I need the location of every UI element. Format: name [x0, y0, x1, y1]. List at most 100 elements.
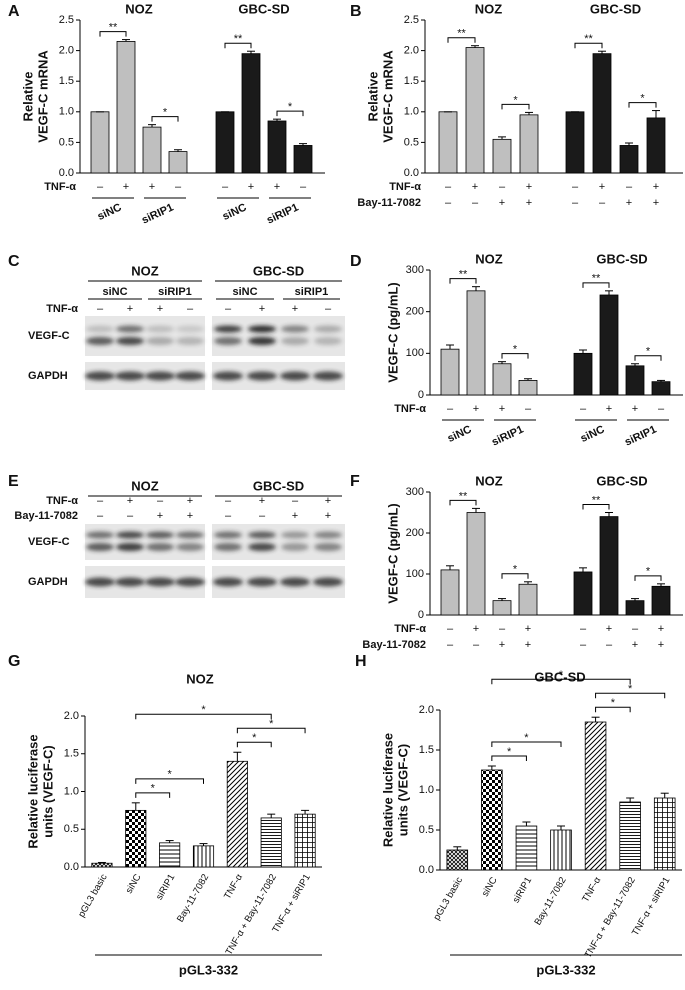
condition-sign: + — [157, 510, 163, 522]
band — [248, 543, 276, 551]
panel-label: H — [355, 653, 367, 670]
significance: ** — [459, 269, 468, 281]
y-tick-label: 2.0 — [64, 710, 79, 722]
significance: * — [513, 564, 518, 576]
significance: ** — [592, 273, 601, 285]
bar — [142, 126, 162, 174]
significance: * — [507, 746, 512, 758]
bar — [293, 145, 313, 174]
panel-label: B — [350, 3, 362, 20]
condition-sign: – — [525, 403, 532, 415]
bar — [116, 41, 136, 174]
condition-sign: – — [447, 623, 454, 635]
bar — [492, 138, 512, 174]
y-tick-label: 2.5 — [404, 14, 419, 26]
condition-label: Bay-11-7082 — [357, 197, 421, 209]
bar — [625, 365, 645, 396]
significance: * — [252, 732, 257, 744]
significance: ** — [234, 33, 243, 45]
condition-sign: – — [632, 623, 639, 635]
condition-sign: + — [526, 181, 532, 193]
bar — [518, 380, 538, 396]
bar — [465, 47, 485, 174]
band — [116, 543, 144, 551]
condition-sign: – — [626, 181, 633, 193]
y-axis-label: units (VEGF-C) — [40, 745, 55, 837]
y-tick-label: 100 — [406, 347, 424, 359]
significance-bracket — [582, 504, 610, 510]
band — [86, 531, 114, 539]
row-label: VEGF-C — [28, 330, 70, 342]
y-tick-label: 1.5 — [404, 75, 419, 87]
bar — [573, 352, 593, 396]
y-tick-label: 1.0 — [59, 106, 74, 118]
x-tick-label: Bay-11-7082 — [532, 875, 568, 927]
bar — [573, 571, 593, 616]
group-title: GBC-SD — [238, 1, 289, 16]
subgroup-label: siRIP1 — [140, 201, 176, 226]
condition-sign: – — [225, 510, 232, 522]
y-tick-label: 0.0 — [64, 861, 79, 873]
condition-sign: + — [599, 181, 605, 193]
y-axis-label: VEGF-C mRNA — [380, 50, 395, 143]
significance-bracket — [449, 278, 477, 284]
band — [145, 371, 175, 381]
y-axis-label: Relative luciferase — [25, 734, 40, 848]
subgroup-label: siRIP1 — [623, 423, 659, 448]
x-tick-label: pGL3 basic — [76, 872, 110, 919]
condition-sign: + — [632, 639, 638, 651]
band — [214, 325, 242, 333]
y-axis-label: VEGF-C (pg/mL) — [385, 282, 400, 382]
bar — [267, 120, 287, 174]
condition-sign: – — [97, 303, 104, 315]
bar — [653, 797, 676, 871]
condition-sign: – — [292, 495, 299, 507]
band — [86, 325, 114, 333]
condition-sign: – — [447, 639, 454, 651]
significance-bracket — [449, 499, 477, 506]
significance-bracket — [582, 282, 610, 288]
bar — [592, 53, 612, 174]
condition-label: TNF-α — [389, 181, 421, 193]
significance-bracket — [491, 755, 527, 761]
band — [281, 325, 309, 333]
subgroup-label: siNC — [96, 201, 124, 222]
row-label: VEGF-C — [28, 536, 70, 548]
bar — [625, 600, 645, 616]
subgroup-label: siNC — [579, 423, 607, 444]
band — [313, 577, 343, 587]
band — [116, 337, 144, 345]
condition-sign: + — [499, 403, 505, 415]
y-axis-label: Relative luciferase — [380, 733, 395, 847]
y-axis-label: units (VEGF-C) — [395, 744, 410, 836]
band — [280, 577, 310, 587]
bar — [438, 111, 458, 174]
bar — [519, 114, 539, 174]
subgroup-label: siNC — [102, 286, 127, 298]
significance: * — [151, 783, 156, 795]
condition-sign: + — [149, 181, 155, 193]
panel-label: F — [350, 473, 360, 490]
band — [281, 531, 309, 539]
band — [85, 577, 115, 587]
significance: * — [628, 683, 633, 695]
band — [175, 577, 205, 587]
panel-label: C — [8, 253, 20, 270]
condition-sign: – — [606, 639, 613, 651]
band — [314, 531, 342, 539]
band — [314, 325, 342, 333]
condition-label: TNF-α — [46, 303, 78, 315]
significance: * — [559, 669, 564, 681]
blot-background — [85, 316, 205, 356]
y-tick-label: 0.5 — [59, 136, 74, 148]
group-title: NOZ — [475, 251, 503, 266]
bar — [599, 294, 619, 396]
significance: * — [611, 697, 616, 709]
band — [146, 531, 174, 539]
band — [281, 337, 309, 345]
condition-sign: – — [499, 181, 506, 193]
bar — [440, 569, 460, 616]
y-tick-label: 0.0 — [59, 167, 74, 179]
condition-sign: + — [658, 623, 664, 635]
